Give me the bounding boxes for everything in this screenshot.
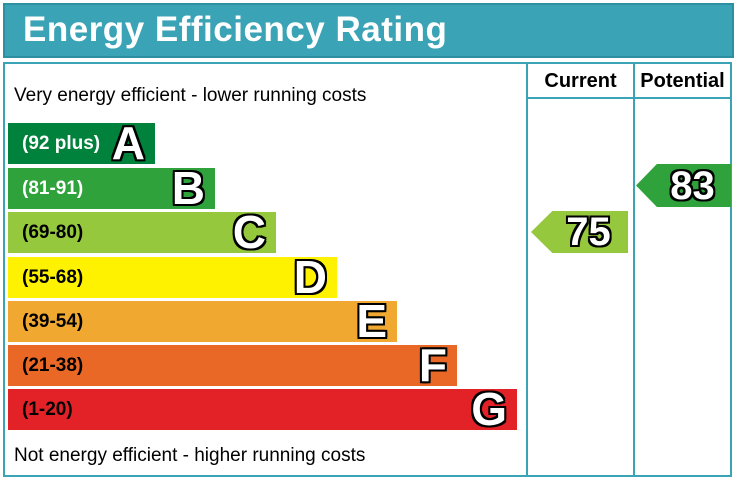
band-a-range: (92 plus): [22, 132, 101, 154]
band-e: (39-54) E: [8, 294, 397, 347]
top-note: Very energy efficient - lower running co…: [14, 85, 367, 106]
band-g: (1-20) G: [8, 382, 517, 435]
band-f-range: (21-38): [22, 354, 84, 376]
band-a-letter: A: [111, 116, 145, 169]
band-g-letter: G: [471, 382, 507, 435]
band-d-letter: D: [293, 250, 327, 303]
bottom-note: Not energy efficient - higher running co…: [14, 445, 366, 466]
band-f: (21-38) F: [8, 338, 457, 391]
band-f-letter: F: [418, 338, 447, 391]
title-bar: Energy Efficiency Rating: [3, 3, 734, 58]
band-e-letter: E: [356, 294, 387, 347]
band-d: (55-68) D: [8, 250, 337, 303]
current-column-divider: [526, 62, 528, 477]
potential-rating-value: 83: [670, 163, 715, 208]
band-d-range: (55-68): [22, 266, 84, 288]
current-rating-value: 75: [566, 210, 611, 254]
band-e-range: (39-54): [22, 310, 84, 332]
potential-column-divider: [633, 62, 635, 477]
band-a: (92 plus) A: [8, 116, 155, 169]
current-column-header: Current: [544, 70, 617, 92]
band-b-range: (81-91): [22, 177, 84, 199]
page-title: Energy Efficiency Rating: [23, 10, 448, 49]
current-rating-arrow: 75: [531, 211, 628, 253]
band-b-letter: B: [171, 161, 205, 214]
band-b: (81-91) B: [8, 161, 215, 214]
potential-column-header: Potential: [640, 70, 725, 92]
band-c-letter: C: [232, 205, 266, 258]
band-g-range: (1-20): [22, 398, 73, 420]
potential-rating-arrow: 83: [636, 164, 731, 207]
column-header-underline: [526, 97, 730, 99]
band-c-range: (69-80): [22, 221, 84, 243]
band-c: (69-80) C: [8, 205, 276, 258]
